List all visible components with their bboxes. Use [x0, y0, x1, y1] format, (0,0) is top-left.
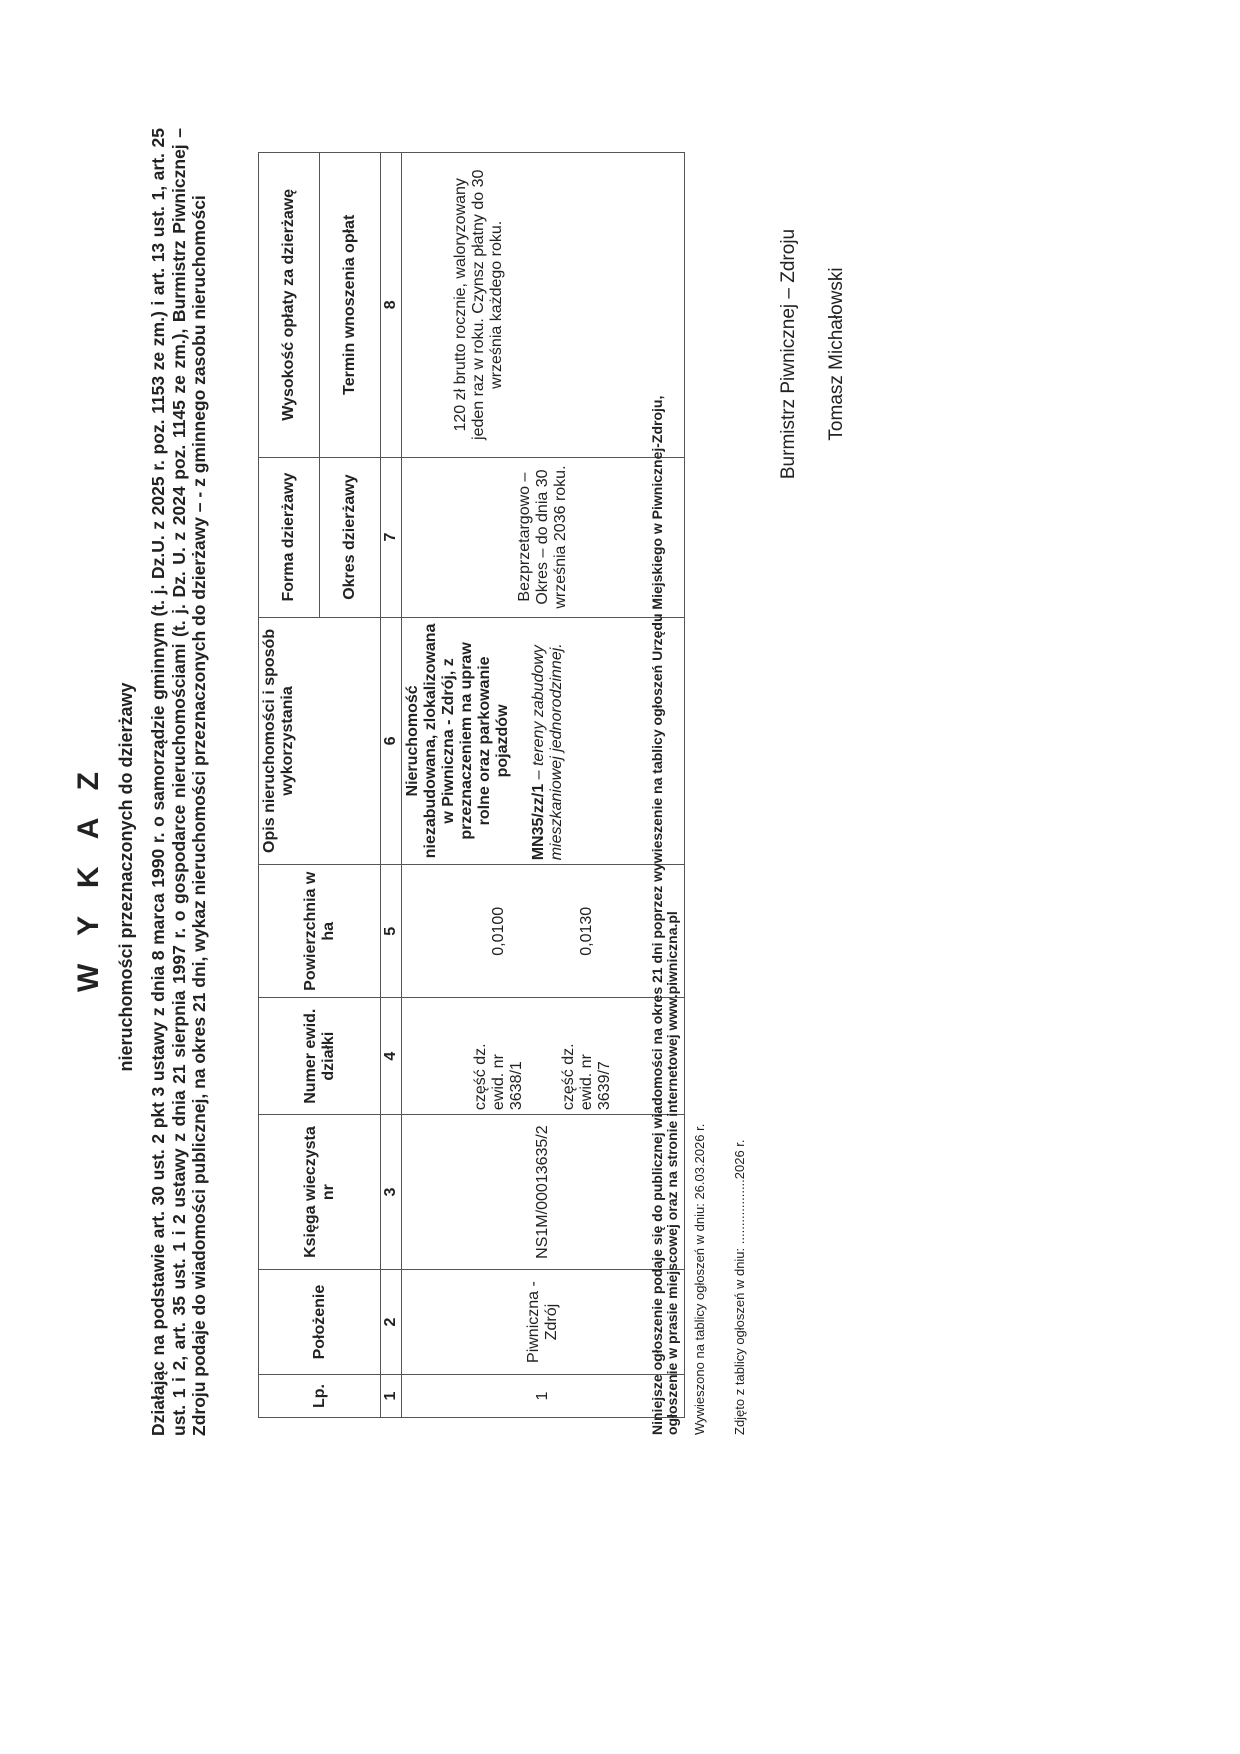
zoning-info: MN35/zz/1 – tereny zabudowy mieszkaniowe… — [530, 622, 566, 861]
zoning-code: MN35/zz/1 — [530, 783, 547, 861]
notice-line-1: Niniejsze ogłoszenie podaje się do publi… — [649, 395, 665, 1435]
col-number: 1 — [380, 1374, 402, 1418]
header-powierzchnia: Powierzchnia w ha — [258, 864, 381, 998]
header-okres: Okres dzierżawy — [319, 457, 381, 618]
area-1: 0,0100 — [490, 906, 507, 956]
col-number: 5 — [380, 864, 402, 998]
area-2: 0,0130 — [578, 906, 595, 956]
cell-powierzchnia: 0,0100 0,0130 — [401, 864, 685, 998]
signature-name: Tomasz Michałowski — [826, 267, 847, 441]
col-number: 2 — [380, 1269, 402, 1375]
table-row: 1 Piwniczna - Zdrój NS1M/00013635/2 częś… — [401, 152, 685, 1418]
parcel-2: część dz. ewid. nr 3639/7 — [560, 1043, 613, 1111]
column-number-row: 1 2 3 4 5 6 7 8 — [380, 152, 402, 1418]
description-text: Nieruchomość niezabudowana, zlokalizowan… — [404, 623, 511, 859]
col-number: 6 — [380, 617, 402, 865]
cell-ksiega: NS1M/00013635/2 — [401, 1114, 685, 1270]
removed-date: Zdjęto z tablicy ogłoszeń w dniu: ......… — [732, 1139, 747, 1435]
header-polozenie: Położenie — [258, 1269, 381, 1375]
notice-line-2: ogłoszenie w prasie miejscowej oraz na s… — [664, 911, 680, 1435]
document-subtitle: nieruchomości przeznaczonych do dzierżaw… — [116, 682, 136, 1072]
col-number: 4 — [380, 997, 402, 1115]
cell-numer: część dz. ewid. nr 3638/1 część dz. ewid… — [401, 997, 685, 1115]
header-ksiega: Księga wieczysta nr — [258, 1114, 381, 1270]
header-lp: Lp. — [258, 1374, 381, 1418]
cell-opis: Nieruchomość niezabudowana, zlokalizowan… — [401, 617, 685, 865]
header-termin: Termin wnoszenia opłat — [319, 152, 381, 458]
cell-polozenie: Piwniczna - Zdrój — [401, 1269, 685, 1375]
col-number: 3 — [380, 1114, 402, 1270]
notice: Niniejsze ogłoszenie podaje się do publi… — [649, 395, 680, 1435]
parcel-1: część dz. ewid. nr 3638/1 — [472, 1043, 525, 1111]
posted-date: Wywieszono na tablicy ogłoszeń w dniu: 2… — [692, 1123, 707, 1435]
header-opis: Opis nieruchomości i sposób wykorzystani… — [258, 617, 381, 865]
property-table: Lp. Położenie Księga wieczysta nr Numer … — [258, 152, 685, 1418]
intro-paragraph: Działając na podstawie art. 30 ust. 2 pk… — [148, 128, 209, 1436]
cell-lp: 1 — [401, 1374, 685, 1418]
col-number: 7 — [380, 457, 402, 618]
signature-office: Burmistrz Piwnicznej – Zdroju — [778, 228, 799, 480]
cell-oplata: 120 zł brutto rocznie, waloryzowany jede… — [401, 152, 685, 458]
header-forma: Forma dzierżawy — [258, 457, 320, 618]
document-title: W Y K A Z — [72, 762, 105, 993]
header-wysokosc: Wysokość opłaty za dzierżawę — [258, 152, 320, 458]
cell-forma: Bezprzetargowo – Okres – do dnia 30 wrze… — [401, 457, 685, 618]
col-number: 8 — [380, 152, 402, 458]
header-numer: Numer ewid. działki — [258, 997, 381, 1115]
